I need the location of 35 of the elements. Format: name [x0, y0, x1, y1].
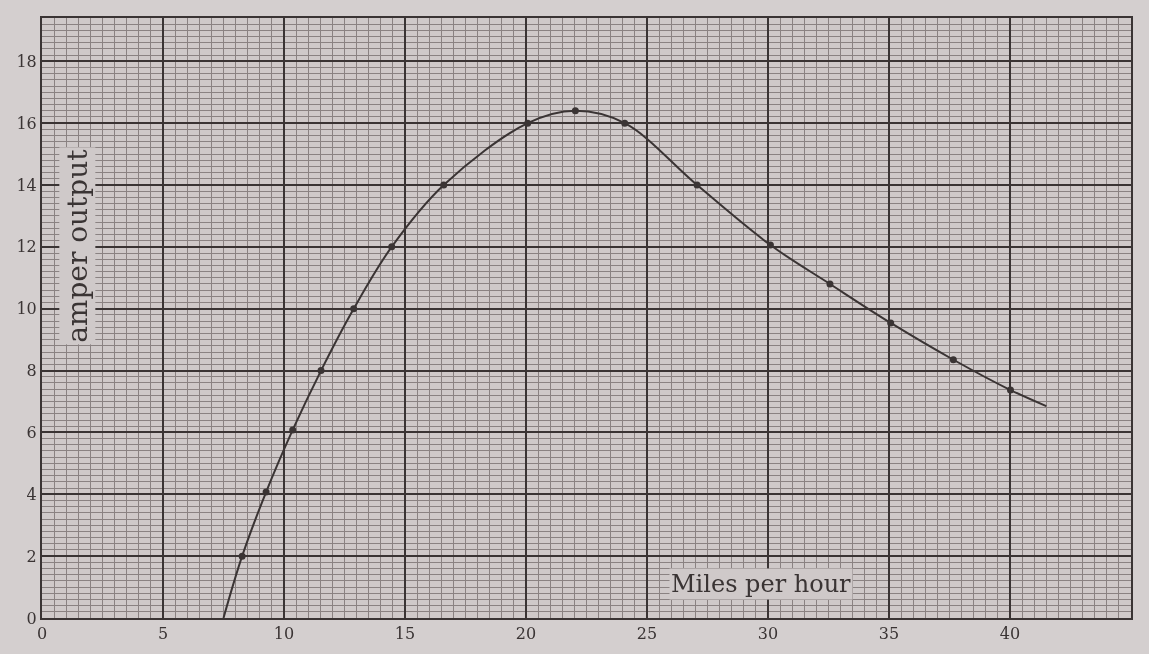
x-tick-label: 5 [157, 624, 169, 644]
point [350, 305, 358, 313]
point [238, 552, 246, 560]
x-tick-label: 35 [878, 624, 900, 644]
point [887, 319, 895, 327]
x-tick-label: 20 [515, 624, 537, 644]
y-tick-label: 18 [16, 51, 37, 71]
y-tick-label: 10 [16, 299, 37, 319]
y-tick-label: 16 [16, 113, 37, 133]
x-axis-title: Miles per hour [671, 570, 852, 598]
point [1006, 386, 1014, 394]
y-tick-label: 6 [26, 423, 37, 443]
point [826, 280, 834, 288]
x-tick-label: 40 [999, 624, 1021, 644]
point [524, 119, 532, 127]
x-tick-label: 15 [394, 624, 416, 644]
point [289, 426, 297, 434]
x-tick-label: 10 [273, 624, 295, 644]
point [693, 181, 701, 189]
point [621, 119, 629, 127]
y-tick-label: 12 [16, 237, 37, 257]
y-tick-label: 8 [26, 361, 37, 381]
y-tick-label: 2 [26, 546, 37, 566]
y-tick-label: 14 [16, 175, 37, 195]
y-tick-label: 0 [26, 608, 37, 628]
point [388, 243, 396, 251]
x-tick-label: 25 [636, 624, 658, 644]
point [949, 356, 957, 364]
y-tick-label: 4 [26, 484, 37, 504]
point [262, 488, 270, 496]
x-tick-label: 30 [757, 624, 779, 644]
point [317, 367, 325, 375]
point [571, 107, 579, 115]
y-axis-title: amper output [60, 148, 94, 343]
point [440, 181, 448, 189]
